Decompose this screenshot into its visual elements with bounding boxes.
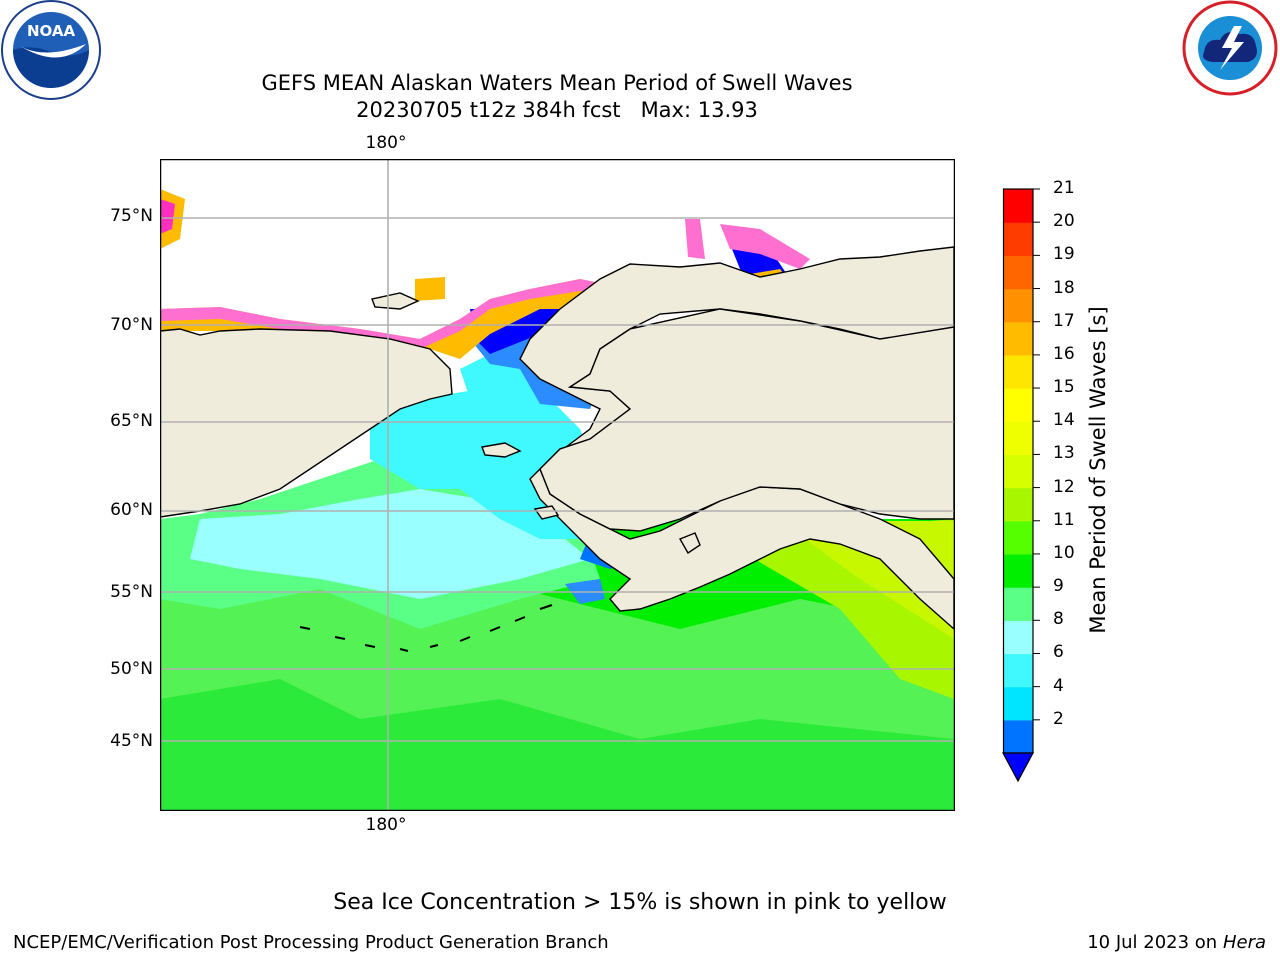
- map-panel: [160, 159, 955, 811]
- lat-label: 50°N: [110, 659, 153, 679]
- lat-label: 45°N: [110, 731, 153, 751]
- swell-8s-region: [190, 489, 590, 599]
- aleutian-islands: [299, 604, 553, 652]
- swell-mix-south: [160, 679, 954, 810]
- colorbar-band: [1003, 321, 1033, 356]
- colorbar-band: [1003, 288, 1033, 323]
- colorbar-band: [1003, 587, 1033, 621]
- land-areas: [160, 246, 954, 630]
- colorbar-band: [1003, 255, 1033, 290]
- wrangel-island: [371, 292, 420, 310]
- map-frame: [160, 159, 955, 811]
- colorbar-band: [1003, 653, 1033, 688]
- lon-label-bottom: 180°: [365, 815, 407, 835]
- siberia-land: [160, 328, 453, 518]
- colorbar-tick-label: 15: [1053, 377, 1075, 398]
- colorbar-tick-label: 18: [1053, 277, 1075, 298]
- chart-title: GEFS MEAN Alaskan Waters Mean Period of …: [261, 71, 853, 95]
- colorbar-tick-label: 19: [1053, 244, 1075, 265]
- colorbar-tick-label: 4: [1053, 675, 1064, 696]
- chart-subtitle-date: 20230705 t12z 384h fcst Max: 13.93: [356, 98, 758, 122]
- colorbar-band: [1003, 189, 1033, 223]
- colorbar-band: [1003, 520, 1033, 555]
- lat-label: 65°N: [110, 411, 153, 431]
- colorbar-band: [1003, 620, 1033, 655]
- lat-label: 55°N: [110, 582, 153, 602]
- colorbar-tick-label: 6: [1053, 642, 1064, 663]
- colorbar-tick-label: 8: [1053, 609, 1064, 630]
- footer-date-text: 10 Jul 2023 on: [1087, 932, 1218, 953]
- colorbar: [1001, 188, 1040, 783]
- colorbar-tick-label: 10: [1053, 542, 1075, 563]
- lat-label: 70°N: [110, 315, 153, 335]
- colorbar-under-triangle: [1001, 752, 1035, 783]
- lat-label: 60°N: [110, 500, 153, 520]
- colorbar-tick-label: 9: [1053, 576, 1064, 597]
- lon-label-top: 180°: [365, 133, 407, 153]
- colorbar-frame: [1002, 188, 1034, 754]
- colorbar-tick-label: 21: [1053, 178, 1075, 198]
- map-gridlines: [160, 159, 954, 810]
- footer-host: Hera: [1222, 932, 1266, 953]
- colorbar-tick-label: 11: [1053, 509, 1075, 530]
- colorbar-band: [1003, 487, 1033, 522]
- colorbar-band: [1003, 354, 1033, 389]
- noaa-logo: NOAA: [1, 0, 101, 100]
- colorbar-band: [1003, 454, 1033, 489]
- colorbar-tick-label: 17: [1053, 310, 1075, 331]
- svg-text:NOAA: NOAA: [27, 22, 76, 40]
- lat-label: 75°N: [110, 206, 153, 226]
- colorbar-band: [1003, 222, 1033, 256]
- nws-logo: [1182, 0, 1278, 96]
- colorbar-tick-label: 2: [1053, 708, 1064, 729]
- st-lawrence-island: [481, 442, 522, 458]
- footer-date: 10 Jul 2023 on Hera: [1087, 932, 1266, 953]
- colorbar-band: [1003, 421, 1033, 456]
- colorbar-band: [1003, 388, 1033, 422]
- footer-credit: NCEP/EMC/Verification Post Processing Pr…: [13, 932, 609, 953]
- colorbar-band: [1003, 719, 1033, 754]
- alaska-interior: [539, 308, 954, 532]
- colorbar-band: [1003, 686, 1033, 721]
- kodiak-island: [678, 532, 701, 554]
- colorbar-label: Mean Period of Swell Waves [s]: [1086, 306, 1110, 634]
- colorbar-tick-label: 16: [1053, 343, 1075, 364]
- colorbar-tick-label: 14: [1053, 410, 1075, 431]
- colorbar-tick-label: 12: [1053, 476, 1075, 497]
- sea-ice-note: Sea Ice Concentration > 15% is shown in …: [333, 890, 947, 915]
- colorbar-band: [1003, 553, 1033, 588]
- colorbar-tick-label: 20: [1053, 211, 1075, 232]
- colorbar-tick-label: 13: [1053, 443, 1075, 464]
- nunivak-island: [533, 505, 560, 520]
